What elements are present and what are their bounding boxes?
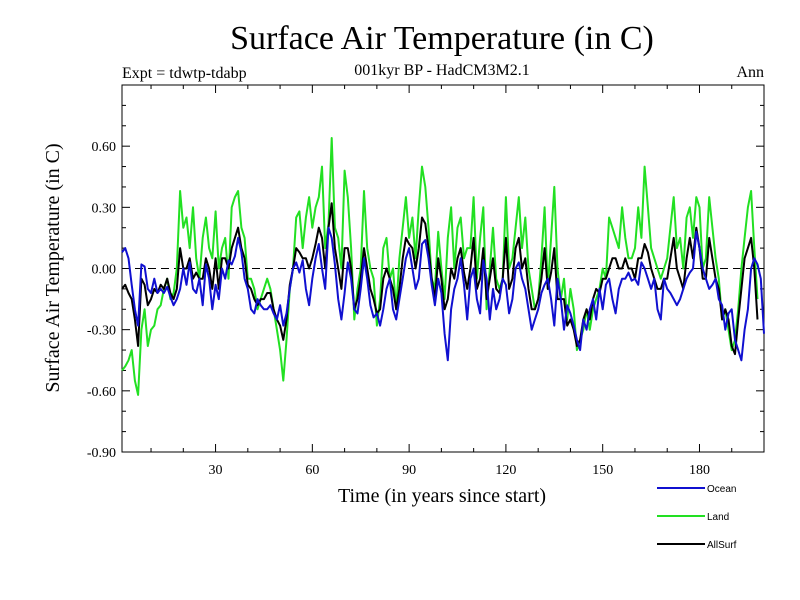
plot-area: -0.90 -0.60 -0.30 0.00 0.30 0.60 30 60 90 120 150…: [87, 84, 765, 478]
x-tick-label: 60: [305, 463, 319, 478]
legend: Ocean Land AllSurf: [657, 484, 737, 551]
y-tick-label: 0.30: [92, 201, 117, 216]
x-tick-label: 180: [689, 463, 710, 478]
x-tick-label: 90: [402, 463, 416, 478]
chart-title: Surface Air Temperature (in C): [230, 20, 654, 57]
y-tick-label: 0.60: [92, 140, 117, 155]
y-tick-label: -0.90: [87, 446, 116, 461]
legend-label-allsurf: AllSurf: [707, 540, 737, 551]
x-axis-label: Time (in years since start): [338, 485, 546, 507]
series-line-ocean: [121, 226, 765, 362]
y-tick-label: -0.30: [87, 324, 116, 339]
chart-subtitle: 001kyr BP - HadCM3M2.1: [354, 62, 529, 79]
x-tick-label: 150: [592, 463, 613, 478]
y-axis-ticks: -0.90 -0.60 -0.30 0.00 0.30 0.60: [87, 140, 764, 461]
legend-label-ocean: Ocean: [707, 484, 736, 495]
season-label: Ann: [736, 64, 764, 81]
expt-label: Expt = tdwtp-tdabp: [122, 65, 247, 82]
y-tick-label: -0.60: [87, 385, 116, 400]
y-tick-label: 0.00: [92, 263, 117, 278]
series-group: [121, 137, 765, 396]
series-line-land: [121, 137, 759, 396]
y-axis-label: Surface Air Temperature (in C): [42, 143, 64, 392]
legend-label-land: Land: [707, 512, 729, 523]
x-tick-label: 30: [209, 463, 223, 478]
x-axis-ticks: 30 60 90 120 150 180: [209, 85, 710, 478]
x-tick-label: 120: [495, 463, 516, 478]
